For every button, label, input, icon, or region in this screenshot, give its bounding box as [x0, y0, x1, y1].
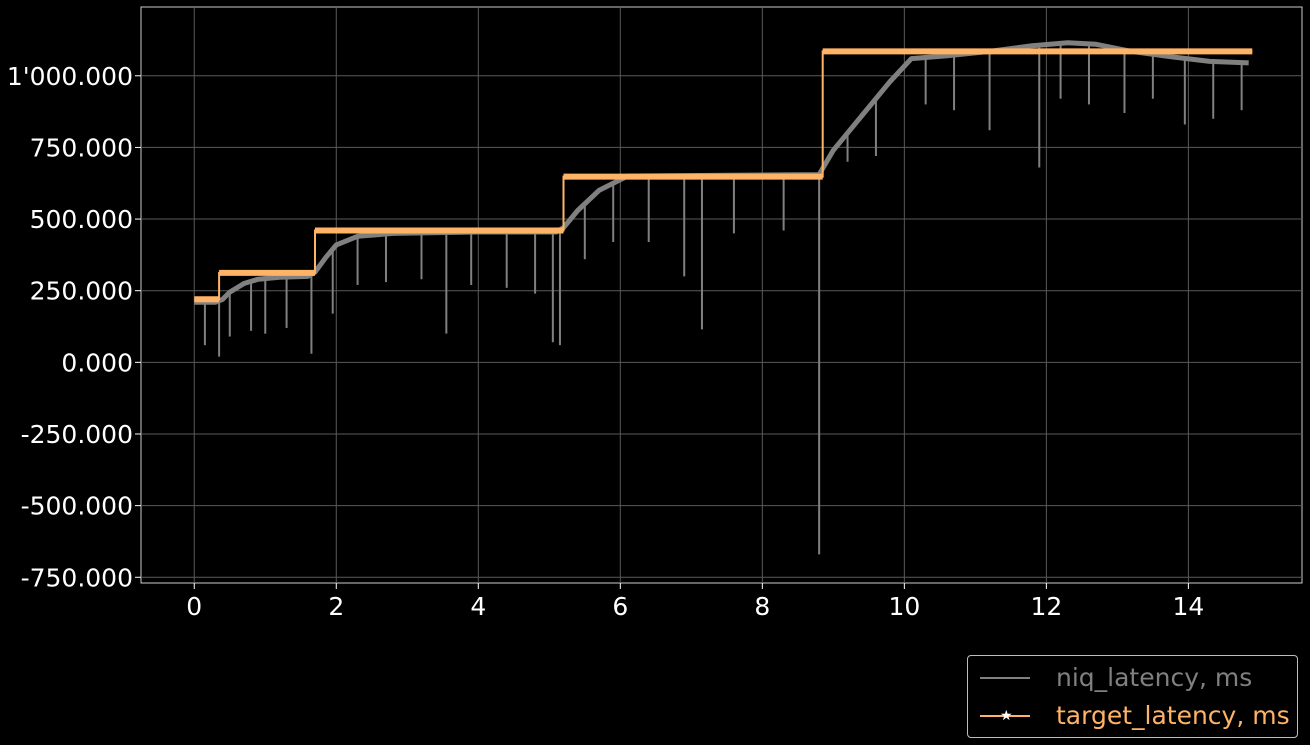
- legend-swatch-niq-latency: [976, 667, 1034, 687]
- x-tick-label: 2: [328, 592, 344, 621]
- x-tick-label: 6: [612, 592, 628, 621]
- y-tick-label: 0.000: [61, 348, 133, 377]
- plot-area: [140, 6, 1303, 584]
- x-tick-label: 14: [1172, 592, 1204, 621]
- x-tick-label: 8: [754, 592, 770, 621]
- x-axis: 0 2 4 6 8 10 12 14: [186, 583, 1204, 621]
- y-tick-label: -250.000: [21, 420, 133, 449]
- star-marker-icon: ★: [1000, 708, 1013, 724]
- x-tick-label: 10: [888, 592, 920, 621]
- y-tick-label: -500.000: [21, 492, 133, 521]
- y-tick-label: 250.000: [30, 277, 133, 306]
- y-tick-label: 500.000: [30, 205, 133, 234]
- y-tick-label: -750.000: [21, 563, 133, 592]
- grid: [141, 7, 1302, 583]
- x-tick-label: 12: [1030, 592, 1062, 621]
- y-tick-label: 1'000.000: [7, 62, 133, 91]
- legend-entry-niq-latency: niq_latency, ms: [976, 659, 1252, 695]
- x-tick-label: 0: [186, 592, 202, 621]
- legend-label-niq-latency: niq_latency, ms: [1056, 662, 1253, 692]
- y-tick-label: 750.000: [30, 133, 133, 162]
- niq-latency-line: [194, 40, 1249, 305]
- x-tick-label: 4: [470, 592, 486, 621]
- legend-entry-target-latency: ★ target_latency, ms: [976, 697, 1290, 733]
- legend: niq_latency, ms ★ target_latency, ms: [967, 655, 1298, 738]
- series-layer: [194, 40, 1253, 555]
- legend-swatch-target-latency: ★: [976, 705, 1034, 725]
- y-axis: -750.000 -500.000 -250.000 0.000 250.000 500.…: [7, 62, 141, 592]
- legend-label-target-latency: target_latency, ms: [1056, 700, 1290, 730]
